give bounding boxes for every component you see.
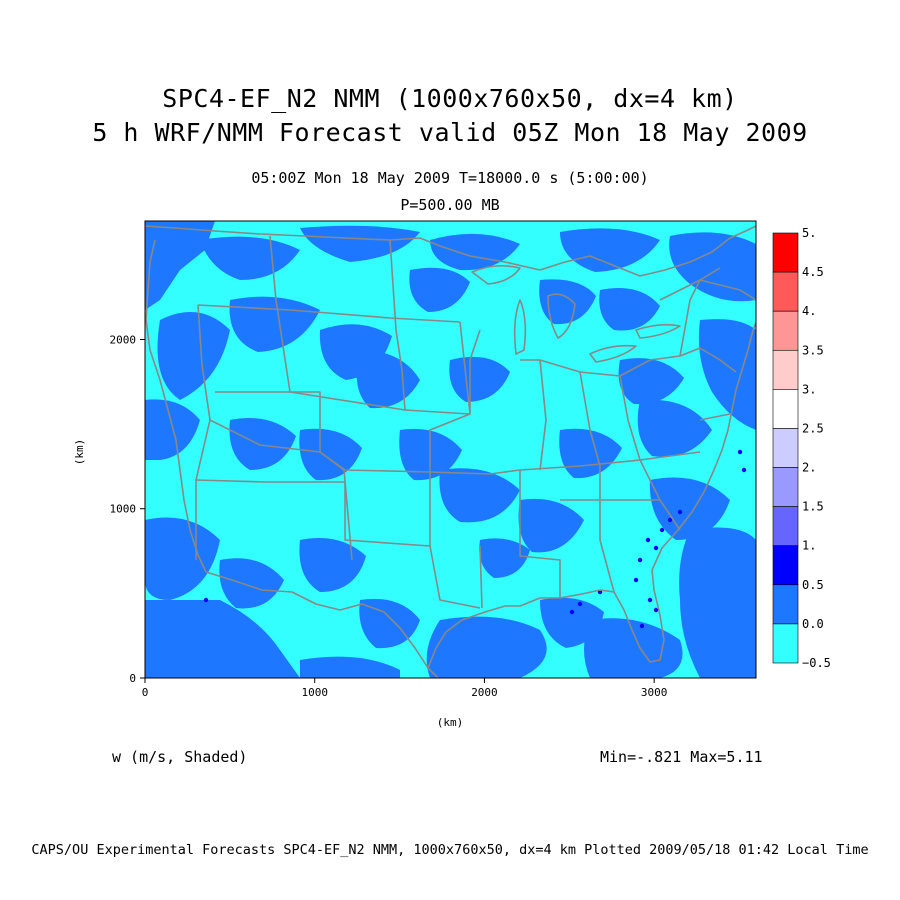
- colorbar-swatch: [772, 232, 799, 273]
- colorbar-swatch: [772, 545, 799, 586]
- strong-updraft-cell: [667, 517, 673, 523]
- updraft-region: [698, 319, 756, 430]
- colorbar-swatch: [772, 310, 799, 351]
- strong-updraft-cell: [577, 601, 583, 607]
- updraft-region: [518, 498, 584, 553]
- strong-updraft-cell: [653, 545, 659, 551]
- updraft-region: [560, 228, 660, 272]
- colorbar: 5. 4.5 4. 3.5 3. 2.5 2. 1.5 1. 0.5 0.0 −0.5: [772, 226, 831, 670]
- updraft-region: [649, 477, 730, 540]
- x-axis-label: (km): [437, 716, 464, 729]
- updraft-region: [229, 418, 296, 470]
- y-tick-label: 1000: [110, 503, 137, 516]
- x-tick-label: 1000: [301, 686, 328, 699]
- updraft-region: [157, 312, 230, 400]
- y-axis-label: (km): [73, 439, 86, 466]
- updraft-region: [599, 288, 660, 331]
- variable-label: w (m/s, Shaded): [112, 748, 248, 766]
- updraft-region: [539, 279, 596, 325]
- colorbar-label: 0.0: [802, 617, 824, 631]
- map-panel: [145, 221, 756, 678]
- strong-updraft-cell: [737, 449, 743, 455]
- updraft-region: [618, 358, 684, 405]
- updraft-region: [426, 616, 547, 678]
- colorbar-label: 1.5: [802, 500, 824, 514]
- strong-updraft-cell: [741, 467, 747, 473]
- updraft-region: [359, 598, 420, 649]
- updraft-region: [300, 656, 400, 678]
- colorbar-swatch: [772, 389, 799, 429]
- plot-title: SPC4-EF_N2 NMM (1000x760x50, dx=4 km): [162, 84, 738, 113]
- updraft-region: [479, 538, 530, 578]
- updraft-region: [679, 527, 756, 678]
- colorbar-swatch: [772, 623, 799, 664]
- strong-updraft-cell: [677, 509, 683, 515]
- min-max-label: Min=-.821 Max=5.11: [600, 748, 763, 766]
- updraft-region: [439, 468, 520, 523]
- colorbar-label: 2.: [802, 461, 816, 475]
- colorbar-label: 3.5: [802, 343, 824, 357]
- colorbar-swatch: [772, 349, 799, 390]
- x-tick-label: 0: [142, 686, 149, 699]
- y-tick-label: 2000: [110, 333, 137, 346]
- strong-updraft-cell: [645, 537, 651, 543]
- plot-title-forecast: 5 h WRF/NMM Forecast valid 05Z Mon 18 Ma…: [92, 118, 808, 147]
- strong-updraft-cell: [639, 623, 645, 629]
- valid-time-label: 05:00Z Mon 18 May 2009 T=18000.0 s (5:00…: [251, 169, 649, 187]
- colorbar-swatch: [772, 467, 799, 507]
- colorbar-label: 3.: [802, 382, 816, 396]
- updraft-region: [219, 558, 284, 609]
- map-frame: [144, 220, 757, 679]
- colorbar-swatch: [772, 271, 799, 312]
- updraft-region: [299, 428, 362, 481]
- colorbar-label: −0.5: [802, 656, 831, 670]
- colorbar-swatch: [772, 584, 799, 625]
- colorbar-label: 2.5: [802, 421, 824, 435]
- updraft-region: [200, 236, 300, 280]
- strong-updraft-cell: [637, 557, 643, 563]
- strong-updraft-cell: [633, 577, 639, 583]
- updraft-region: [637, 399, 712, 457]
- x-tick-label: 2000: [471, 686, 498, 699]
- colorbar-swatch: [772, 506, 799, 547]
- colorbar-swatch: [772, 428, 799, 468]
- updraft-region: [409, 267, 470, 312]
- pressure-level-label: P=500.00 MB: [400, 196, 500, 214]
- strong-updraft-cell: [653, 607, 659, 613]
- updraft-region: [145, 221, 215, 310]
- strong-updraft-cell: [647, 597, 653, 603]
- updraft-region: [300, 225, 420, 262]
- colorbar-label: 1.: [802, 539, 816, 553]
- updraft-region: [299, 538, 366, 592]
- colorbar-label: 4.5: [802, 265, 824, 279]
- strong-updraft-cell: [203, 597, 209, 603]
- updraft-region: [145, 517, 220, 600]
- x-tick-label: 3000: [641, 686, 668, 699]
- strong-updraft-cell: [659, 527, 665, 533]
- colorbar-label: 4.: [802, 304, 816, 318]
- updraft-region: [584, 618, 683, 678]
- updraft-region: [145, 600, 300, 678]
- footer-caption: CAPS/OU Experimental Forecasts SPC4-EF_N…: [31, 842, 869, 858]
- strong-updraft-cell: [569, 609, 575, 615]
- colorbar-label: 0.5: [802, 578, 824, 592]
- colorbar-label: 5.: [802, 226, 816, 240]
- map-axes: 0 1000 2000 3000 0 1000 2000: [110, 333, 668, 699]
- y-tick-label: 0: [129, 672, 136, 685]
- state-boundaries: [145, 225, 756, 678]
